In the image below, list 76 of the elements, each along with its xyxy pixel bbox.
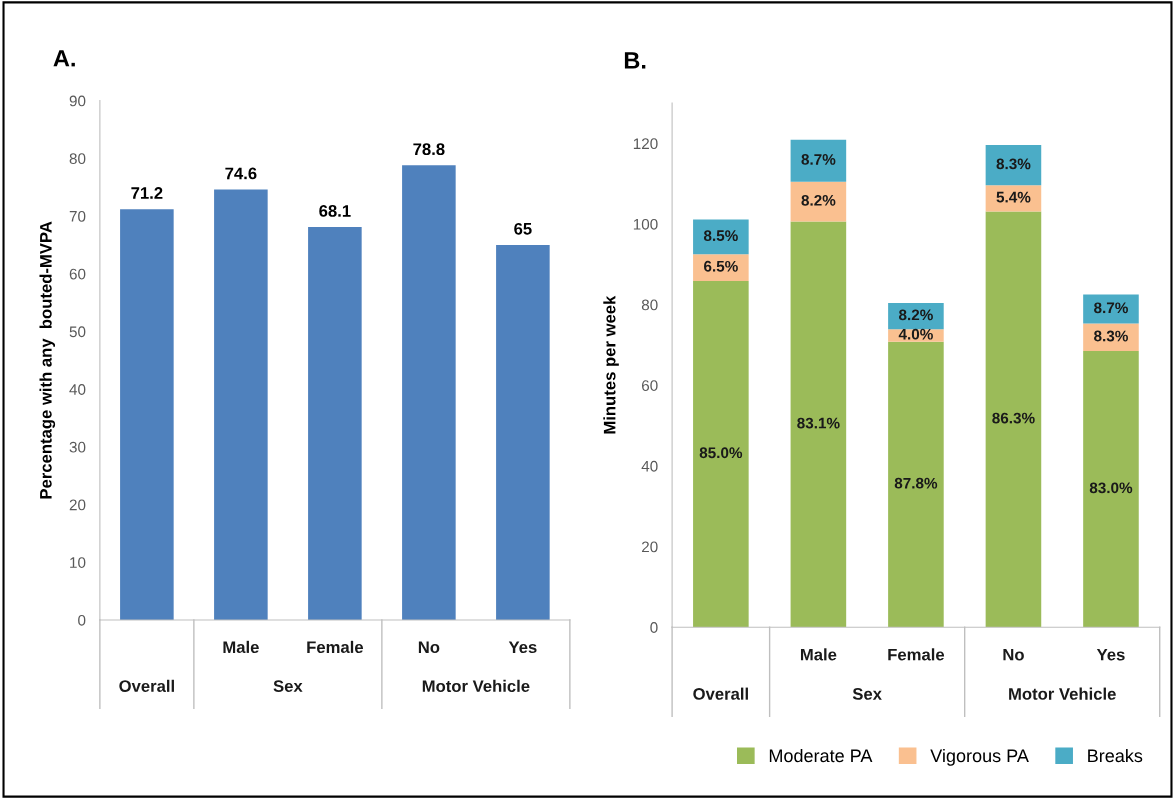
bar [888, 303, 944, 330]
y-tick-label: 100 [633, 218, 658, 230]
annotation: 86.3% [992, 412, 1035, 424]
bar [214, 189, 268, 621]
x-tick-label: Yes [508, 641, 537, 654]
y-tick-label: 70 [69, 210, 86, 222]
y-axis-title: Minutes per week [603, 295, 619, 434]
annotation: 8.7% [801, 154, 836, 165]
y-tick-label: 20 [69, 499, 86, 511]
y-tick-label: 0 [78, 614, 86, 626]
y-tick-label: 50 [69, 326, 86, 338]
annotation: 4.0% [898, 328, 933, 340]
y-tick-label: 40 [69, 384, 86, 395]
x-tick-label: Yes [1096, 648, 1125, 661]
y-tick-label: 40 [641, 460, 658, 472]
y-tick-label: 0 [650, 622, 658, 633]
x-tick-label: No [418, 641, 440, 654]
data-label: 74.6 [225, 167, 257, 180]
x-tick-label: No [1003, 648, 1024, 661]
bar [693, 280, 749, 628]
bar [693, 254, 749, 281]
text: Sex [852, 688, 882, 700]
y-tick-label: 60 [69, 268, 86, 280]
annotation: 8.3% [996, 158, 1031, 170]
data-label: 78.8 [413, 143, 445, 156]
data-label: 71.2 [131, 187, 163, 199]
bar [790, 181, 847, 222]
x-tick-label: Female [888, 648, 945, 661]
annotation: 87.8% [894, 477, 938, 489]
annotation: 83.0% [1089, 482, 1133, 494]
annotation: 83.1% [797, 417, 840, 429]
x-tick-label: Male [800, 648, 837, 661]
chart-title: B. [624, 52, 646, 69]
bar [790, 139, 847, 182]
y-tick-label: 60 [642, 380, 658, 391]
text: Overall [693, 687, 748, 700]
y-tick-label: 80 [641, 299, 658, 311]
text: Motor Vehicle [1009, 687, 1116, 700]
y-tick-label: 10 [70, 557, 86, 568]
bar [1083, 351, 1139, 628]
annotation: 6.5% [704, 260, 738, 272]
annotation: 85.0% [699, 447, 743, 459]
annotation: 8.3% [1094, 330, 1128, 342]
bar [402, 165, 456, 621]
legend-label: Breaks [1088, 748, 1143, 763]
bar [888, 341, 944, 628]
x-tick-label: Male [223, 640, 259, 654]
text: Motor Vehicle [422, 679, 530, 693]
y-tick-label: 30 [69, 441, 86, 453]
bar [1083, 294, 1139, 324]
annotation: 8.2% [801, 194, 836, 206]
bar [120, 209, 174, 621]
annotation: 5.4% [996, 191, 1031, 203]
bar [985, 211, 1042, 628]
bar [496, 244, 550, 621]
x-tick-label: Female [307, 640, 364, 654]
bar [985, 145, 1042, 186]
data-label: 68.1 [319, 205, 351, 217]
legend-label: Vigorous PA [930, 748, 1029, 766]
chart-title: A. [53, 50, 75, 67]
y-tick-label: 90 [69, 95, 86, 107]
annotation: 8.2% [898, 309, 933, 321]
bar [985, 185, 1042, 212]
bar [308, 227, 362, 621]
text: Sex [273, 680, 303, 693]
bar [693, 219, 749, 255]
data-label: 65 [514, 222, 532, 235]
annotation: 8.7% [1094, 302, 1128, 314]
text: Overall [119, 679, 174, 693]
annotation: 8.5% [703, 230, 738, 242]
y-axis-title: Percentage with any bouted-MVPA [39, 221, 56, 499]
bar [790, 221, 847, 628]
legend-label: Moderate PA [769, 748, 873, 763]
y-tick-label: 80 [69, 153, 86, 165]
y-tick-label: 20 [641, 541, 658, 553]
y-tick-label: 120 [633, 138, 658, 150]
